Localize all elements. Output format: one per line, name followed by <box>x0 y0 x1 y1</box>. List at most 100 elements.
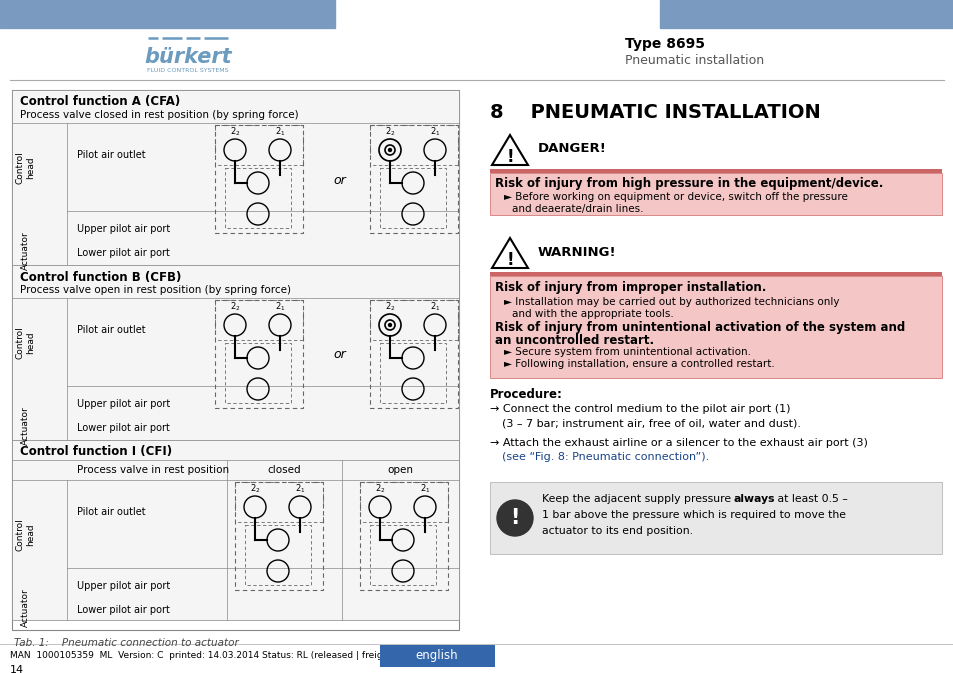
Text: always: always <box>733 494 775 504</box>
Text: 14: 14 <box>10 665 24 673</box>
Text: Type 8695: Type 8695 <box>624 37 704 51</box>
Text: → Attach the exhaust airline or a silencer to the exhaust air port (3): → Attach the exhaust airline or a silenc… <box>490 438 867 448</box>
Text: Control function A (CFA): Control function A (CFA) <box>20 96 180 108</box>
Text: Upper pilot air port: Upper pilot air port <box>77 581 170 591</box>
Text: FLUID CONTROL SYSTEMS: FLUID CONTROL SYSTEMS <box>147 67 229 73</box>
Text: (see “Fig. 8: Pneumatic connection”).: (see “Fig. 8: Pneumatic connection”). <box>501 452 708 462</box>
Text: Upper pilot air port: Upper pilot air port <box>77 399 170 409</box>
Circle shape <box>497 500 533 536</box>
Text: Procedure:: Procedure: <box>490 388 562 401</box>
Text: Pilot air outlet: Pilot air outlet <box>77 507 146 517</box>
Text: $2_2$: $2_2$ <box>230 126 240 138</box>
Bar <box>359 482 448 522</box>
Text: → Connect the control medium to the pilot air port (1): → Connect the control medium to the pilo… <box>490 404 790 414</box>
Text: and deaerate/drain lines.: and deaerate/drain lines. <box>512 204 643 214</box>
Text: Control function I (CFI): Control function I (CFI) <box>20 446 172 458</box>
Bar <box>490 482 941 554</box>
Text: Control function B (CFB): Control function B (CFB) <box>20 271 181 283</box>
Text: WARNING!: WARNING! <box>537 246 616 258</box>
Bar <box>490 276 941 378</box>
Bar <box>379 168 446 228</box>
Text: an uncontrolled restart.: an uncontrolled restart. <box>495 334 654 347</box>
Text: $2_2$: $2_2$ <box>384 126 395 138</box>
Bar <box>12 265 458 440</box>
Text: $2_1$: $2_1$ <box>429 126 439 138</box>
Text: closed: closed <box>268 465 301 475</box>
Bar <box>225 343 291 403</box>
Text: english: english <box>416 649 457 662</box>
Bar <box>214 300 303 340</box>
Text: $2_1$: $2_1$ <box>294 483 305 495</box>
Bar <box>245 525 311 585</box>
Text: Tab. 1:    Pneumatic connection to actuator: Tab. 1: Pneumatic connection to actuator <box>14 638 238 648</box>
Text: Lower pilot air port: Lower pilot air port <box>77 248 170 258</box>
Text: $2_1$: $2_1$ <box>419 483 430 495</box>
Text: bürkert: bürkert <box>144 47 232 67</box>
Bar <box>234 482 323 522</box>
Text: $2_2$: $2_2$ <box>384 301 395 313</box>
Bar <box>359 482 448 590</box>
Text: ► Following installation, ensure a controlled restart.: ► Following installation, ensure a contr… <box>503 359 774 369</box>
Text: Lower pilot air port: Lower pilot air port <box>77 605 170 615</box>
Bar <box>370 300 457 340</box>
Text: Control
head: Control head <box>15 326 34 359</box>
Text: Risk of injury from unintentional activation of the system and: Risk of injury from unintentional activa… <box>495 322 904 334</box>
Text: $2_2$: $2_2$ <box>250 483 260 495</box>
Text: Lower pilot air port: Lower pilot air port <box>77 423 170 433</box>
Bar <box>12 440 458 620</box>
Text: Actuator: Actuator <box>20 406 30 446</box>
Text: or: or <box>334 174 346 186</box>
Bar <box>370 300 457 408</box>
Text: $2_2$: $2_2$ <box>375 483 385 495</box>
Bar <box>370 125 457 233</box>
Text: Control
head: Control head <box>15 151 34 184</box>
Text: Process valve open in rest position (by spring force): Process valve open in rest position (by … <box>20 285 291 295</box>
Bar <box>12 90 458 630</box>
Text: Pilot air outlet: Pilot air outlet <box>77 150 146 160</box>
Circle shape <box>388 324 391 326</box>
Text: open: open <box>387 465 413 475</box>
Text: Process valve in rest position: Process valve in rest position <box>77 465 229 475</box>
Bar <box>214 125 303 165</box>
Bar <box>12 90 458 265</box>
Text: 1 bar above the pressure which is required to move the: 1 bar above the pressure which is requir… <box>541 510 845 520</box>
Text: (3 – 7 bar; instrument air, free of oil, water and dust).: (3 – 7 bar; instrument air, free of oil,… <box>501 418 801 428</box>
Text: Upper pilot air port: Upper pilot air port <box>77 224 170 234</box>
Text: Pneumatic installation: Pneumatic installation <box>624 53 763 67</box>
Text: $2_2$: $2_2$ <box>230 301 240 313</box>
Text: Risk of injury from high pressure in the equipment/device.: Risk of injury from high pressure in the… <box>495 178 882 190</box>
Bar <box>214 300 303 408</box>
Bar <box>370 125 457 165</box>
Text: actuator to its end position.: actuator to its end position. <box>541 526 692 536</box>
Text: at least 0.5 –: at least 0.5 – <box>773 494 847 504</box>
Bar <box>490 169 941 173</box>
Text: Risk of injury from improper installation.: Risk of injury from improper installatio… <box>495 281 765 295</box>
Text: $2_1$: $2_1$ <box>274 301 285 313</box>
Text: and with the appropriate tools.: and with the appropriate tools. <box>512 309 673 319</box>
Text: Actuator: Actuator <box>20 232 30 271</box>
Text: ► Secure system from unintentional activation.: ► Secure system from unintentional activ… <box>503 347 750 357</box>
Bar <box>214 125 303 233</box>
Bar <box>370 525 436 585</box>
Text: !: ! <box>510 508 519 528</box>
Bar <box>659 0 953 28</box>
Text: $2_1$: $2_1$ <box>274 126 285 138</box>
Circle shape <box>388 149 391 151</box>
Text: ► Installation may be carried out by authorized technicians only: ► Installation may be carried out by aut… <box>503 297 839 307</box>
Bar <box>379 343 446 403</box>
Text: Keep the adjacent supply pressure: Keep the adjacent supply pressure <box>541 494 734 504</box>
Text: or: or <box>334 349 346 361</box>
Text: MAN  1000105359  ML  Version: C  printed: 14.03.2014 Status: RL (released | frei: MAN 1000105359 ML Version: C printed: 14… <box>10 651 420 660</box>
Bar <box>234 482 323 590</box>
Text: Process valve closed in rest position (by spring force): Process valve closed in rest position (b… <box>20 110 298 120</box>
Text: !: ! <box>506 148 514 166</box>
Text: Pilot air outlet: Pilot air outlet <box>77 325 146 335</box>
Bar <box>490 173 941 215</box>
Text: $2_1$: $2_1$ <box>429 301 439 313</box>
Bar <box>225 168 291 228</box>
Bar <box>490 272 941 276</box>
Text: Actuator: Actuator <box>20 589 30 627</box>
Bar <box>379 645 495 667</box>
Text: ► Before working on equipment or device, switch off the pressure: ► Before working on equipment or device,… <box>503 192 847 202</box>
Text: DANGER!: DANGER! <box>537 143 606 155</box>
